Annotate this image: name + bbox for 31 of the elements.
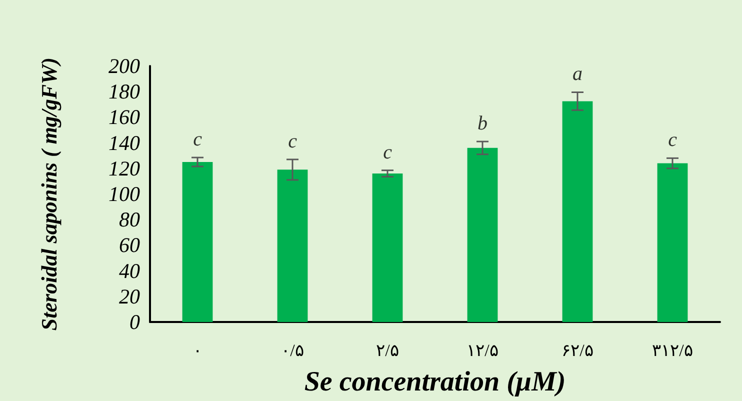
y-axis-title: Steroidal saponins ( mg/gFW): [36, 57, 62, 331]
x-tick-label: ۶۲/۵: [562, 341, 594, 360]
bar: [467, 148, 498, 322]
bar: [277, 170, 308, 322]
y-tick-label: 180: [108, 80, 140, 104]
x-tick-label: ۰/۵: [281, 341, 304, 360]
bar: [657, 163, 688, 322]
y-tick-label: 120: [108, 156, 140, 180]
y-tick-label: 60: [119, 233, 140, 258]
x-tick-label: ۳۱۲/۵: [652, 341, 693, 360]
annotation: a: [572, 63, 582, 86]
annotation: c: [383, 141, 392, 164]
annotation: b: [478, 112, 488, 135]
bar: [182, 162, 213, 322]
bar: [372, 174, 403, 322]
x-tick-label: ۰: [193, 341, 202, 360]
annotation: c: [288, 130, 298, 152]
x-tick-label: ۲/۵: [376, 341, 399, 360]
annotation: c: [668, 129, 678, 152]
y-tick-label: 160: [108, 105, 140, 130]
bar: [562, 101, 593, 322]
y-tick-label: 20: [119, 284, 140, 308]
y-tick-label: 40: [119, 258, 140, 283]
annotation: c: [193, 128, 202, 151]
x-tick-label: ۱۲/۵: [466, 341, 498, 360]
y-tick-label: 140: [108, 130, 140, 155]
y-tick-label: 100: [108, 182, 140, 206]
y-tick-label: 80: [119, 208, 140, 232]
x-axis-title: Se concentration (μM): [304, 366, 566, 398]
y-tick-label: 200: [108, 54, 140, 78]
y-tick-label: 0: [130, 310, 140, 334]
